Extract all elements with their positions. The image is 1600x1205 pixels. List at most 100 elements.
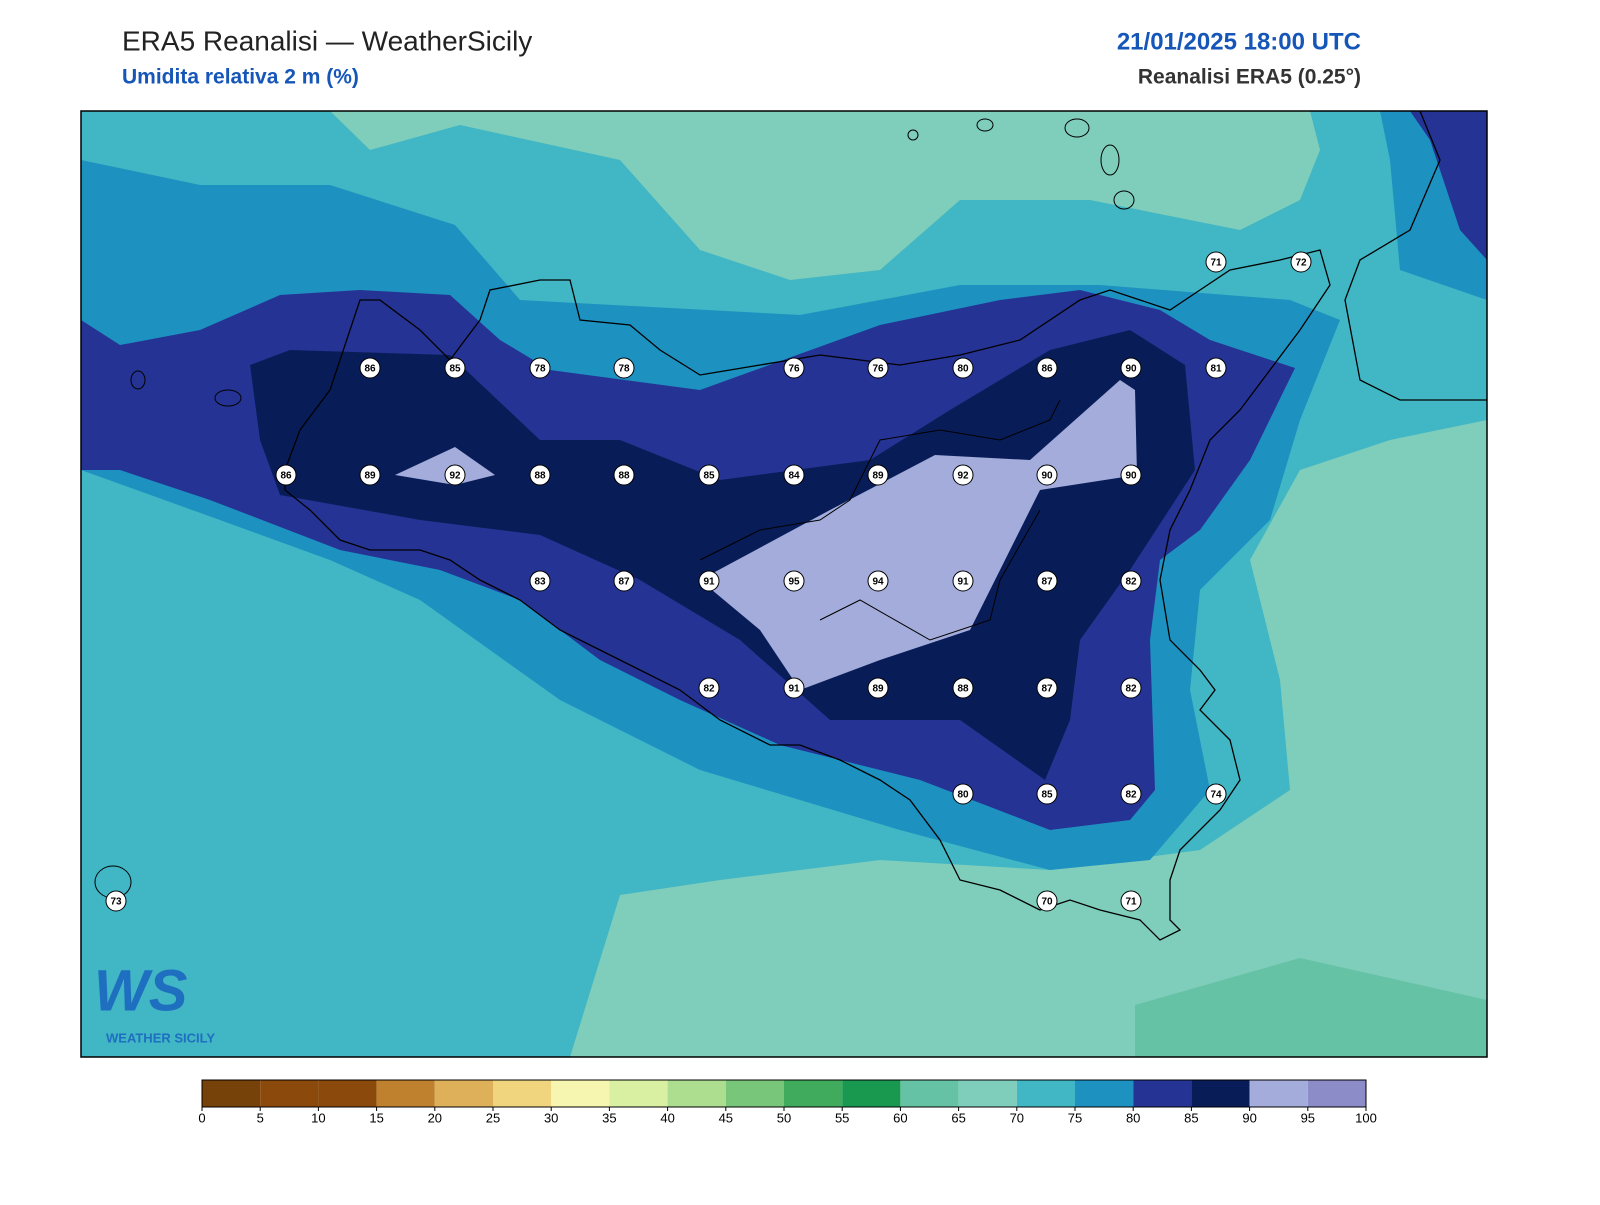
island	[1064, 118, 1090, 138]
station-value: 89	[364, 471, 376, 482]
band-85-90	[250, 330, 1195, 780]
station-marker	[1120, 464, 1142, 486]
station-value: 88	[618, 471, 630, 482]
station-marker	[529, 464, 551, 486]
station-marker	[613, 570, 635, 592]
colorbar-tick-label: 85	[1184, 1110, 1198, 1125]
colorbar-tick-label: 60	[893, 1110, 907, 1125]
station-value: 86	[1041, 364, 1053, 375]
title: ERA5 Reanalisi — WeatherSicily	[122, 25, 532, 56]
station-value: 91	[788, 684, 800, 695]
subtitle: Umidita relativa 2 m (%)	[122, 66, 359, 89]
station-value: 82	[703, 684, 715, 695]
island	[907, 129, 919, 141]
colorbar-tick-label: 55	[835, 1110, 849, 1125]
station-value: 86	[280, 471, 292, 482]
colorbar-bin	[1075, 1080, 1134, 1107]
station-value: 84	[788, 471, 800, 482]
colorbar-bin	[260, 1080, 319, 1107]
band-60-65	[1135, 958, 1487, 1057]
station-marker	[1036, 570, 1058, 592]
station-marker	[1120, 570, 1142, 592]
colorbar-tick-label: 5	[257, 1110, 264, 1125]
station-marker	[529, 570, 551, 592]
station-value: 90	[1125, 364, 1137, 375]
colorbar-tick-label: 40	[660, 1110, 674, 1125]
station-value: 83	[534, 577, 546, 588]
colorbar-bin	[1307, 1080, 1366, 1107]
colorbar-tick-label: 100	[1355, 1110, 1377, 1125]
colorbar-tick-label: 30	[544, 1110, 558, 1125]
island	[1113, 190, 1135, 210]
colorbar-bin	[609, 1080, 668, 1107]
colorbar-tick-label: 80	[1126, 1110, 1140, 1125]
station-marker	[783, 570, 805, 592]
station-value: 87	[1041, 684, 1053, 695]
island	[130, 370, 146, 390]
station-value: 88	[957, 684, 969, 695]
station-marker	[698, 677, 720, 699]
station-value: 78	[534, 364, 546, 375]
station-marker	[783, 464, 805, 486]
station-marker	[359, 357, 381, 379]
colorbar-bin	[958, 1080, 1017, 1107]
station-marker	[952, 357, 974, 379]
source: Reanalisi ERA5 (0.25°)	[1138, 66, 1361, 89]
band-65-70	[570, 420, 1487, 1057]
colorbar-tick-label: 15	[369, 1110, 383, 1125]
station-marker	[1036, 677, 1058, 699]
colorbar-bin	[202, 1080, 261, 1107]
band-90-95	[700, 380, 1137, 690]
coastline	[284, 249, 1331, 941]
station-marker	[529, 357, 551, 379]
colorbar-tick-label: 20	[428, 1110, 442, 1125]
station-marker	[613, 357, 635, 379]
station-marker	[1036, 783, 1058, 805]
station-marker	[1120, 783, 1142, 805]
band-80-85	[1410, 111, 1487, 260]
station-marker	[1120, 677, 1142, 699]
station-marker	[952, 570, 974, 592]
colorbar-tick-label: 45	[719, 1110, 733, 1125]
station-value: 92	[957, 471, 969, 482]
datetime: 21/01/2025 18:00 UTC	[1117, 28, 1361, 55]
station-marker	[105, 890, 127, 912]
station-marker	[698, 570, 720, 592]
station-marker	[867, 357, 889, 379]
colorbar-bin	[667, 1080, 726, 1107]
logo-text: WEATHER SICILY	[106, 1030, 215, 1045]
station-marker	[867, 464, 889, 486]
island	[976, 118, 994, 132]
station-value: 72	[1295, 258, 1307, 269]
colorbar-bin	[434, 1080, 493, 1107]
map-frame	[80, 110, 1488, 1058]
colorbar-bin	[725, 1080, 784, 1107]
station-value: 80	[957, 364, 969, 375]
station-value: 85	[703, 471, 715, 482]
contour-fill	[81, 111, 1487, 1057]
station-marker	[1205, 357, 1227, 379]
station-value: 85	[1041, 790, 1053, 801]
station-marker	[444, 464, 466, 486]
station-value: 95	[788, 577, 800, 588]
station-value: 90	[1125, 471, 1137, 482]
station-marker	[444, 357, 466, 379]
station-marker	[1036, 357, 1058, 379]
station-value: 82	[1125, 577, 1137, 588]
station-marker	[1120, 357, 1142, 379]
colorbar-tick-label: 95	[1301, 1110, 1315, 1125]
colorbar-bin	[551, 1080, 610, 1107]
station-marker	[1205, 783, 1227, 805]
island	[214, 389, 242, 407]
station-marker	[783, 677, 805, 699]
colorbar-bin	[1249, 1080, 1308, 1107]
station-value: 78	[618, 364, 630, 375]
station-value: 76	[872, 364, 884, 375]
station-value: 91	[957, 577, 969, 588]
station-value: 70	[1041, 897, 1053, 908]
colorbar-bin	[1016, 1080, 1075, 1107]
logo: WS WEATHER SICILY	[94, 958, 215, 1045]
station-marker	[952, 464, 974, 486]
